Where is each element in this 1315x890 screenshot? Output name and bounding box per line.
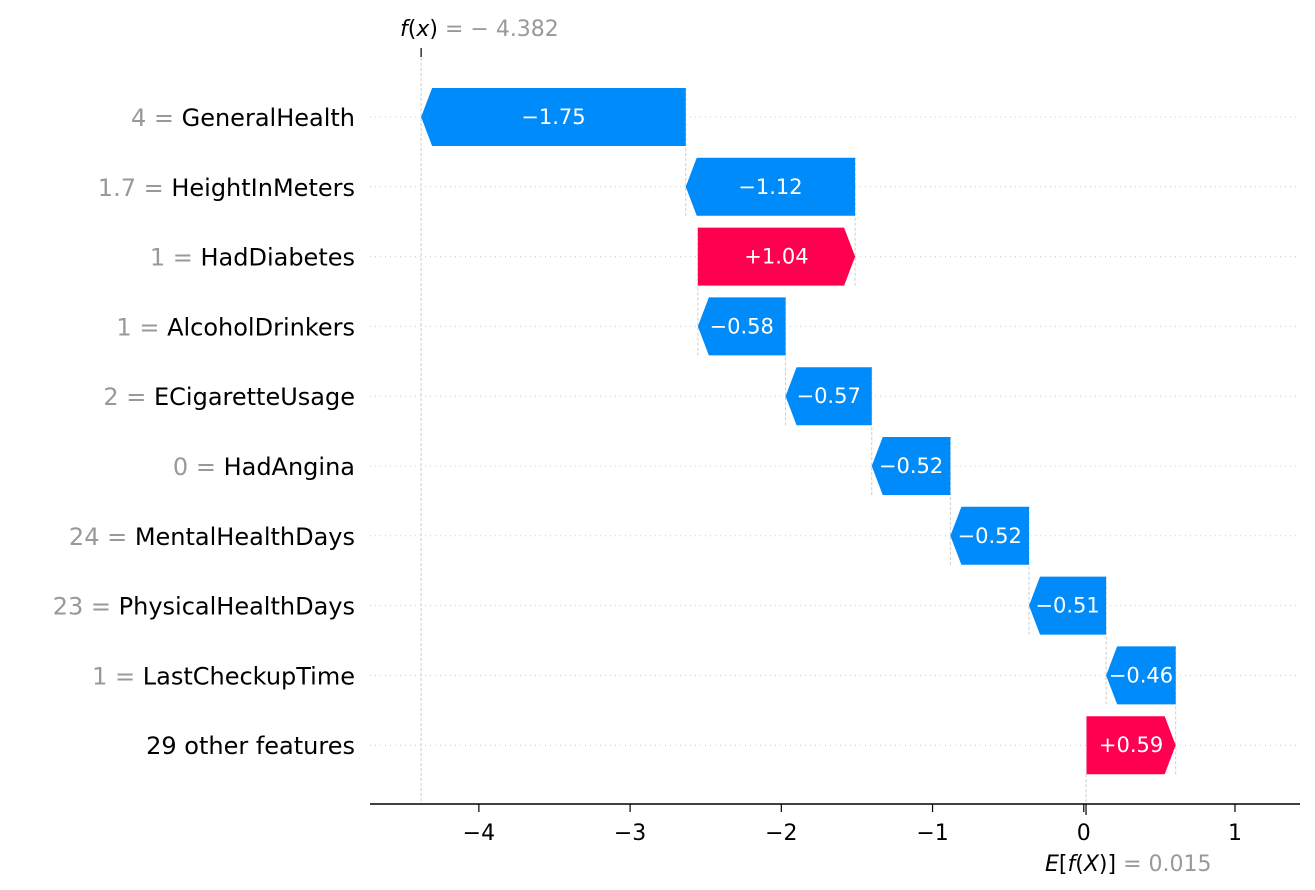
feature-value: 4 = [131,104,182,132]
feature-label: 4 = GeneralHealth [131,104,355,132]
bar-value-label: −0.52 [958,524,1022,548]
x-tick-label: −1 [916,821,948,846]
feature-label: 24 = MentalHealthDays [69,523,355,551]
feature-name: PhysicalHealthDays [119,593,355,621]
x-tick-label: −2 [765,821,797,846]
feature-label: 1 = AlcoholDrinkers [116,313,355,341]
feature-value: 23 = [53,593,119,621]
bar-value-label: −0.52 [879,454,943,478]
fx-func: f [400,17,411,42]
bar-value-label: −1.12 [738,175,802,199]
waterfall-bar [871,437,951,495]
x-tick-label: −4 [463,821,495,846]
efx-value: 0.015 [1149,852,1212,877]
feature-label: 1 = HadDiabetes [150,244,355,272]
feature-label: 29 other features [146,732,355,760]
bar-labels: −1.75 −1.12 +1.04 −0.58 −0.57 −0.52 −0.52 −0.51… [521,105,1173,757]
fx-value: − 4.382 [470,17,558,42]
waterfall-bar [697,297,786,356]
efx-func: E [1045,852,1059,877]
feature-name: HeightInMeters [171,174,355,202]
feature-name: HadAngina [224,453,355,481]
feature-value: 24 = [69,523,135,551]
x-tick-label: −3 [614,821,646,846]
efx-label: E[f(X)] = 0.015 [1045,852,1212,877]
waterfall-bar [785,367,872,426]
waterfall-bar [697,227,856,286]
feature-label: 1 = LastCheckupTime [92,662,355,690]
fx-label: f(x) = − 4.382 [400,17,559,42]
bar-value-label: +1.04 [744,245,808,269]
feature-name: HadDiabetes [200,244,355,272]
feature-value: 1 = [150,244,201,272]
waterfall-bar [685,157,856,216]
waterfall-bar [950,506,1030,565]
bar-value-label: −1.75 [521,105,585,129]
efx-eq: = [1116,852,1148,877]
fx-arg: x [415,17,430,42]
feature-name: LastCheckupTime [143,662,355,690]
feature-name: MentalHealthDays [135,523,355,551]
x-tick-label: 0 [1077,821,1091,846]
feature-label: 23 = PhysicalHealthDays [53,593,355,621]
feature-value: 1 = [92,662,143,690]
feature-label: 0 = HadAngina [173,453,355,481]
waterfall-bar [1106,646,1176,705]
bar-value-label: −0.46 [1109,663,1173,687]
waterfall-bar [1086,716,1176,775]
waterfall-bar [1029,576,1107,635]
x-tick-label: 1 [1228,821,1242,846]
feature-name: GeneralHealth [182,104,355,132]
efx-inner-func: f [1068,852,1079,877]
bar-value-label: −0.51 [1035,594,1099,618]
bar-value-label: +0.59 [1099,733,1163,757]
fx-eq: = [438,17,470,42]
feature-label: 2 = ECigaretteUsage [103,383,355,411]
feature-labels: 4 = GeneralHealth 1.7 = HeightInMeters 1 =… [53,104,355,760]
efx-arg: X [1083,852,1100,877]
bars [421,88,1176,775]
bar-value-label: −0.57 [796,384,860,408]
feature-value: 1.7 = [98,174,172,202]
feature-value: 2 = [103,383,154,411]
waterfall-bar [421,88,686,146]
feature-name: 29 other features [146,732,355,760]
x-axis: −4 −3 −2 −1 0 1 [370,48,1300,846]
feature-label: 1.7 = HeightInMeters [98,174,355,202]
feature-name: AlcoholDrinkers [167,313,355,341]
feature-value: 0 = [173,453,224,481]
feature-value: 1 = [116,313,167,341]
bar-value-label: −0.58 [710,314,774,338]
feature-name: ECigaretteUsage [154,383,355,411]
